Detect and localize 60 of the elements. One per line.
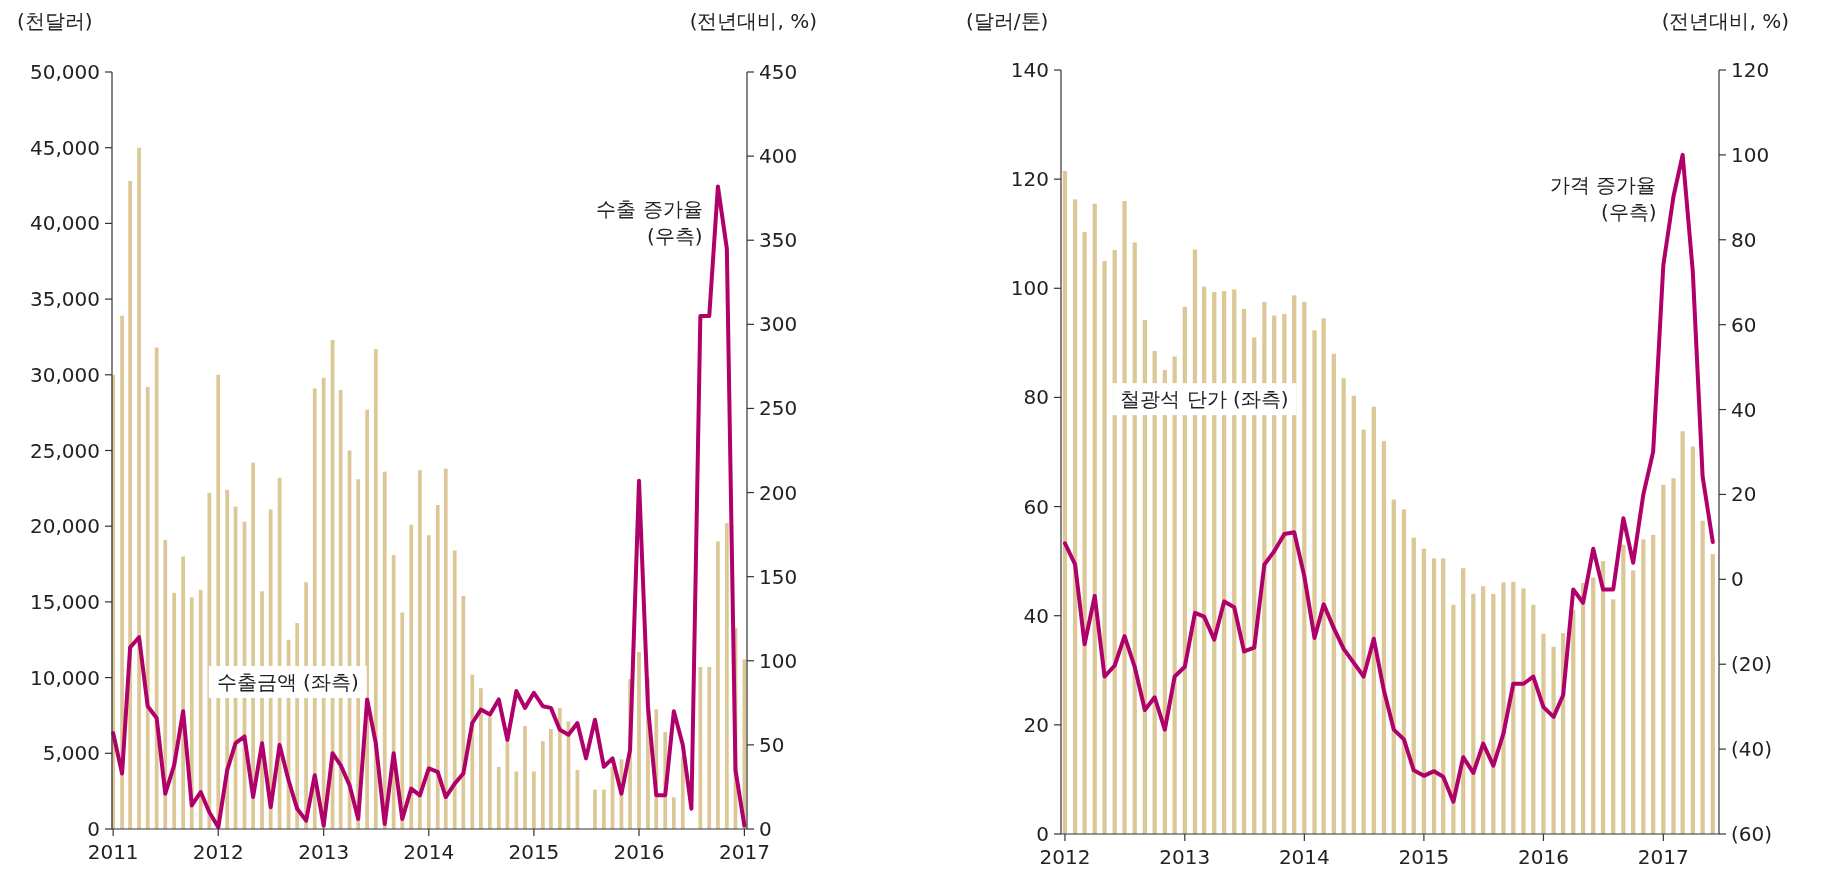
- x-tick-label: 2016: [613, 840, 665, 864]
- x-tick-label: 2015: [508, 840, 560, 864]
- y2-tick-label: 200: [759, 480, 798, 505]
- y2-tick-label: 100: [759, 648, 798, 673]
- x-tick-label: 2012: [1039, 845, 1091, 869]
- y-tick-label: 100: [1010, 276, 1049, 301]
- y-tick-label: 15,000: [30, 589, 100, 614]
- y2-tick-label: 20: [1731, 482, 1757, 507]
- y2-axis-title: (전년대비, %): [1661, 9, 1789, 33]
- y2-tick-label: 60: [1731, 312, 1757, 337]
- y-tick-label: 140: [1010, 58, 1049, 82]
- y2-tick-label: 450: [759, 60, 798, 84]
- y-tick-label: 20: [1023, 712, 1049, 737]
- y2-tick-label: (20): [1731, 652, 1773, 677]
- y-tick-label: 10,000: [30, 665, 100, 690]
- y-tick-label: 50,000: [30, 60, 100, 84]
- y-tick-label: 120: [1010, 167, 1049, 192]
- y-tick-label: 0: [87, 817, 100, 841]
- y2-axis-title: (전년대비, %): [689, 9, 817, 33]
- y2-tick-label: 40: [1731, 397, 1757, 422]
- y2-tick-label: 0: [759, 817, 772, 841]
- y2-tick-label: 400: [759, 144, 798, 169]
- y2-tick-label: (40): [1731, 737, 1773, 762]
- y2-tick-label: 80: [1731, 227, 1757, 252]
- y-tick-label: 25,000: [30, 438, 100, 463]
- series-label: 가격 증가율 (우측): [1550, 173, 1657, 225]
- x-tick-label: 2013: [1159, 845, 1211, 869]
- series-label: 수출금액 (좌측): [216, 669, 359, 694]
- series-label: 철광석 단가 (좌측): [1120, 387, 1289, 412]
- y-tick-label: 80: [1023, 385, 1049, 410]
- y-tick-label: 5,000: [42, 741, 100, 766]
- y2-tick-label: 150: [759, 564, 798, 589]
- y2-tick-label: 120: [1731, 58, 1770, 82]
- y-axis-title: (달러/톤): [966, 9, 1049, 33]
- y-tick-label: 30,000: [30, 362, 100, 387]
- x-tick-label: 2017: [718, 840, 770, 864]
- y-tick-label: 20,000: [30, 514, 100, 539]
- y2-tick-label: 50: [759, 732, 785, 757]
- x-tick-label: 2016: [1517, 845, 1569, 869]
- x-tick-label: 2015: [1398, 845, 1450, 869]
- x-tick-label: 2014: [1278, 845, 1330, 869]
- y2-tick-label: (60): [1731, 822, 1773, 846]
- y2-tick-label: 250: [759, 396, 798, 421]
- y2-tick-label: 350: [759, 228, 798, 253]
- series-label: 수출 증가율 (우측): [596, 196, 703, 248]
- y-tick-label: 0: [1036, 822, 1049, 846]
- x-tick-label: 2012: [192, 840, 244, 864]
- y-tick-label: 35,000: [30, 287, 100, 312]
- y-tick-label: 40,000: [30, 211, 100, 236]
- y2-tick-label: 100: [1731, 142, 1770, 167]
- x-tick-label: 2017: [1637, 845, 1689, 869]
- y-tick-label: 45,000: [30, 135, 100, 160]
- y-tick-label: 40: [1023, 603, 1049, 628]
- y-tick-label: 60: [1023, 494, 1049, 519]
- y2-tick-label: 0: [1731, 567, 1744, 592]
- x-tick-label: 2013: [298, 840, 350, 864]
- x-tick-label: 2014: [403, 840, 455, 864]
- x-tick-label: 2011: [87, 840, 139, 864]
- y-axis-title: (천달러): [17, 9, 93, 33]
- y2-tick-label: 300: [759, 312, 798, 337]
